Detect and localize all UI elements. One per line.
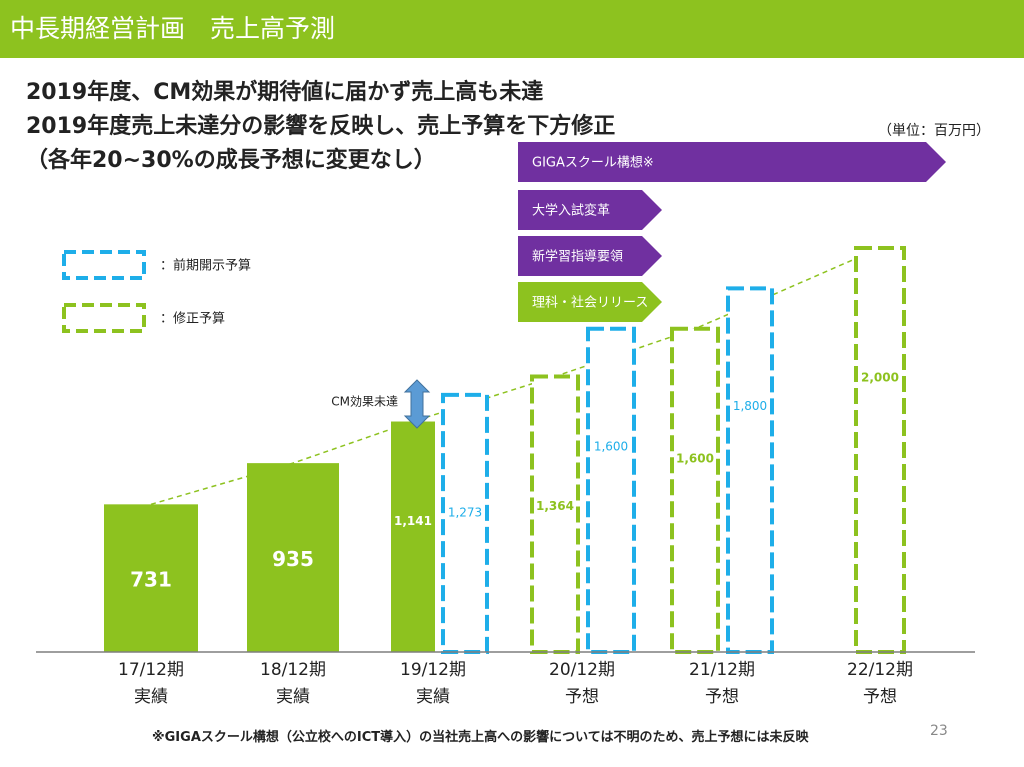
initiative-arrow-1	[518, 142, 946, 182]
bar-prior-budget-label-3: 1,273	[448, 505, 482, 519]
initiative-arrow-4	[518, 282, 662, 322]
bar-prior-budget-3	[441, 392, 489, 654]
x-tick-label-6-period: 22/12期	[847, 660, 913, 680]
legend-label-prior-budget: ：前期開示予算	[160, 258, 251, 274]
page-number: 23	[930, 723, 948, 739]
x-tick-label-2-period: 18/12期	[260, 660, 326, 680]
initiative-label-1: GIGAスクール構想※	[532, 155, 654, 171]
legend-label-revised-budget: ：修正予算	[160, 312, 225, 327]
bar-prior-budget-label-5: 1,800	[733, 399, 767, 413]
bar-actual-3	[391, 421, 435, 652]
x-tick-label-4-type: 予想	[565, 687, 599, 707]
x-tick-label-5-period: 21/12期	[689, 660, 755, 680]
legend-swatch-revised-budget	[62, 303, 146, 333]
initiative-arrow-3	[518, 236, 662, 276]
initiative-label-2: 大学入試変革	[532, 203, 610, 219]
bar-prior-budget-4	[586, 326, 636, 654]
bar-actual-label-3: 1,141	[394, 514, 432, 528]
x-tick-label-2-type: 実績	[276, 687, 310, 707]
initiative-label-4: 理科・社会リリース	[532, 295, 648, 311]
bar-prior-budget-label-4: 1,600	[594, 439, 628, 453]
bar-revised-budget-label-6: 2,000	[861, 371, 899, 385]
bar-revised-budget-4	[530, 374, 580, 654]
bar-revised-budget-label-4: 1,364	[536, 499, 574, 513]
initiative-label-3: 新学習指導要領	[532, 249, 623, 265]
page-title: 中長期経営計画 売上高予測	[0, 0, 1024, 58]
headline-line-2: 2019年度売上未達分の影響を反映し、売上予算を下方修正	[26, 114, 616, 139]
footnote: ※GIGAスクール構想（公立校へのICT導入）の当社売上高への影響については不明…	[152, 730, 809, 745]
bar-actual-2	[247, 463, 339, 652]
x-tick-label-3-type: 実績	[416, 687, 450, 707]
legend-swatch-prior-budget	[62, 250, 146, 280]
bar-prior-budget-5	[726, 286, 774, 654]
bar-revised-budget-6	[854, 246, 906, 654]
x-tick-label-6-type: 予想	[863, 687, 897, 707]
bar-actual-label-1: 731	[130, 568, 172, 592]
x-tick-label-4-period: 20/12期	[549, 660, 615, 680]
x-tick-label-5-type: 予想	[705, 687, 739, 707]
headline-line-1: 2019年度、CM効果が期待値に届かず売上高も未達	[26, 80, 544, 105]
unit-label: （単位：百万円）	[878, 123, 990, 139]
trend-line	[150, 247, 881, 506]
headline-line-3: （各年20~30%の成長予想に変更なし）	[26, 148, 436, 173]
cm-shortfall-label: CM効果未達	[331, 394, 398, 409]
bar-revised-budget-5	[670, 326, 720, 654]
x-tick-label-1-period: 17/12期	[118, 660, 184, 680]
x-tick-label-3-period: 19/12期	[400, 660, 466, 680]
initiative-arrow-2	[518, 190, 662, 230]
bar-actual-label-2: 935	[272, 547, 314, 571]
bar-revised-budget-label-5: 1,600	[676, 451, 714, 465]
bar-actual-1	[104, 504, 198, 652]
cm-shortfall-arrow	[403, 379, 431, 429]
x-tick-label-1-type: 実績	[134, 687, 168, 707]
